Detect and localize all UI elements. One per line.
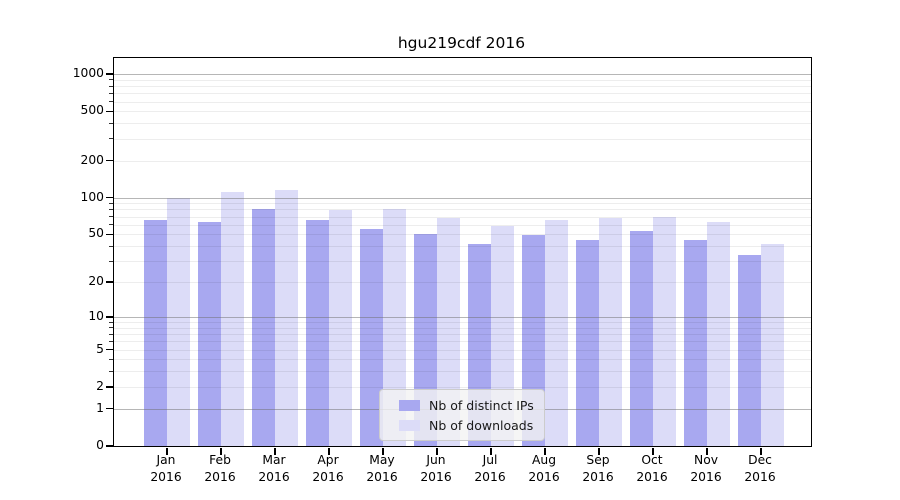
bar-downloads-mar — [275, 189, 298, 446]
x-tick-label: May 2016 — [366, 453, 398, 484]
y-tick-label: 200 — [80, 152, 104, 167]
bar-distinct-ips-feb — [198, 222, 221, 446]
bar-distinct-ips-oct — [630, 231, 653, 446]
y-minor-tick — [109, 122, 113, 124]
y-minor-tick — [109, 245, 113, 247]
bars-layer — [114, 58, 811, 446]
bar-downloads-nov — [707, 222, 730, 446]
x-tick — [328, 447, 330, 455]
y-minor-tick — [109, 321, 113, 323]
x-tick-label: Dec 2016 — [744, 453, 776, 484]
y-minor-tick — [109, 101, 113, 103]
y-minor-tick — [109, 224, 113, 226]
x-tick-label: Nov 2016 — [690, 453, 722, 484]
y-minor-tick — [109, 370, 113, 372]
x-tick-label: Jul 2016 — [474, 453, 506, 484]
bar-distinct-ips-nov — [684, 239, 707, 446]
x-tick — [490, 447, 492, 455]
y-tick — [105, 445, 113, 447]
y-tick — [105, 316, 113, 318]
y-tick — [105, 281, 113, 283]
y-minor-tick — [109, 202, 113, 204]
y-tick-label: 10 — [88, 308, 104, 323]
y-tick-label: 2 — [96, 378, 104, 393]
x-tick-label: Sep 2016 — [582, 453, 614, 484]
x-tick-label: Oct 2016 — [636, 453, 668, 484]
legend: Nb of distinct IPs Nb of downloads — [379, 389, 545, 441]
y-tick-label: 100 — [80, 189, 104, 204]
y-tick-label: 5 — [96, 341, 104, 356]
y-tick — [105, 196, 113, 199]
x-tick-label: Jun 2016 — [420, 453, 452, 484]
x-tick — [598, 447, 600, 455]
y-tick-label: 500 — [80, 103, 104, 118]
y-minor-tick — [109, 333, 113, 335]
y-tick-label: 1 — [96, 400, 104, 415]
bar-distinct-ips-may — [360, 229, 383, 446]
bar-distinct-ips-dec — [738, 254, 761, 446]
x-tick — [382, 447, 384, 455]
plot-area: Nb of distinct IPs Nb of downloads — [105, 57, 812, 455]
x-tick — [760, 447, 762, 455]
bar-downloads-apr — [329, 210, 352, 446]
y-tick-label: 20 — [88, 274, 104, 289]
bar-distinct-ips-jan — [144, 219, 167, 446]
y-minor-tick — [109, 92, 113, 94]
bar-distinct-ips-mar — [252, 209, 275, 446]
y-tick-label: 50 — [88, 226, 104, 241]
x-tick — [652, 447, 654, 455]
bar-downloads-aug — [545, 219, 568, 446]
bar-downloads-dec — [761, 243, 784, 446]
y-minor-tick — [109, 327, 113, 329]
y-minor-tick — [109, 358, 113, 360]
y-minor-tick — [109, 138, 113, 140]
y-minor-tick — [109, 260, 113, 262]
x-tick-label: Jan 2016 — [150, 453, 182, 484]
x-tick — [274, 447, 276, 455]
x-tick-label: Mar 2016 — [258, 453, 290, 484]
y-tick — [105, 233, 113, 236]
x-tick — [166, 447, 168, 455]
bar-downloads-oct — [653, 216, 676, 446]
bar-downloads-jan — [167, 197, 190, 446]
y-minor-tick — [109, 208, 113, 210]
legend-label-distinct-ips: Nb of distinct IPs — [429, 397, 534, 413]
x-tick-label: Feb 2016 — [204, 453, 236, 484]
x-tick — [220, 447, 222, 455]
bar-downloads-feb — [221, 191, 244, 446]
x-tick-label: Apr 2016 — [312, 453, 344, 484]
y-minor-tick — [109, 79, 113, 81]
y-tick — [105, 159, 113, 162]
y-tick — [105, 110, 113, 113]
y-tick-label: 0 — [96, 438, 104, 452]
y-tick — [105, 407, 113, 410]
chart-title: hgu219cdf 2016 — [397, 34, 526, 52]
bar-downloads-sep — [599, 218, 622, 446]
y-tick — [105, 386, 113, 388]
legend-item-downloads: Nb of downloads — [399, 415, 534, 435]
y-minor-tick — [109, 216, 113, 218]
y-tick-label: 1000 — [72, 66, 104, 81]
x-tick — [544, 447, 546, 455]
y-minor-tick — [109, 340, 113, 342]
y-minor-tick — [109, 85, 113, 87]
bar-distinct-ips-sep — [576, 239, 599, 446]
legend-label-downloads: Nb of downloads — [429, 417, 534, 433]
bar-distinct-ips-apr — [306, 220, 329, 446]
bar-downloads-may — [383, 209, 406, 446]
x-tick — [706, 447, 708, 455]
legend-swatch-downloads — [399, 419, 420, 431]
legend-swatch-distinct-ips — [399, 399, 420, 411]
x-axis-labels: Jan 2016 Feb 2016 Mar 2016 Apr 2016 May 2016 Jun 20… — [0, 452, 900, 492]
x-tick-label: Aug 2016 — [528, 453, 560, 484]
legend-item-distinct-ips: Nb of distinct IPs — [399, 395, 534, 415]
x-tick — [436, 447, 438, 455]
y-tick — [105, 348, 113, 351]
y-axis-labels: 1000 500 200 100 50 20 10 5 2 1 0 — [0, 0, 104, 500]
y-tick — [105, 73, 113, 75]
